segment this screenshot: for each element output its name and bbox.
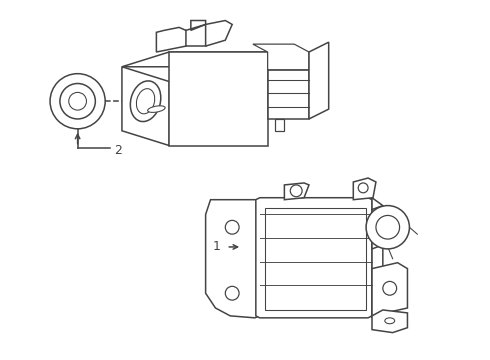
Circle shape [225,286,239,300]
Polygon shape [206,21,232,46]
Ellipse shape [147,106,165,112]
Ellipse shape [136,89,155,114]
Circle shape [69,93,86,110]
Text: 1: 1 [213,240,220,253]
Polygon shape [122,67,169,145]
Circle shape [60,84,96,119]
Polygon shape [169,52,268,145]
Polygon shape [256,198,372,318]
Polygon shape [284,183,309,200]
Polygon shape [372,206,383,249]
Polygon shape [206,200,260,318]
Polygon shape [268,70,309,119]
Polygon shape [253,44,309,70]
Ellipse shape [385,318,394,324]
Circle shape [50,74,105,129]
Circle shape [225,220,239,234]
Polygon shape [372,310,408,333]
Circle shape [383,282,396,295]
Polygon shape [265,208,366,310]
Polygon shape [353,178,376,200]
Circle shape [358,183,368,193]
Circle shape [290,185,302,197]
Polygon shape [372,198,383,318]
Polygon shape [191,21,206,30]
Polygon shape [122,52,268,67]
Polygon shape [156,27,186,52]
Circle shape [366,206,410,249]
Polygon shape [274,119,284,131]
Polygon shape [372,263,408,316]
Text: 2: 2 [114,144,122,157]
Polygon shape [309,42,329,119]
Circle shape [376,215,399,239]
Ellipse shape [130,81,161,122]
